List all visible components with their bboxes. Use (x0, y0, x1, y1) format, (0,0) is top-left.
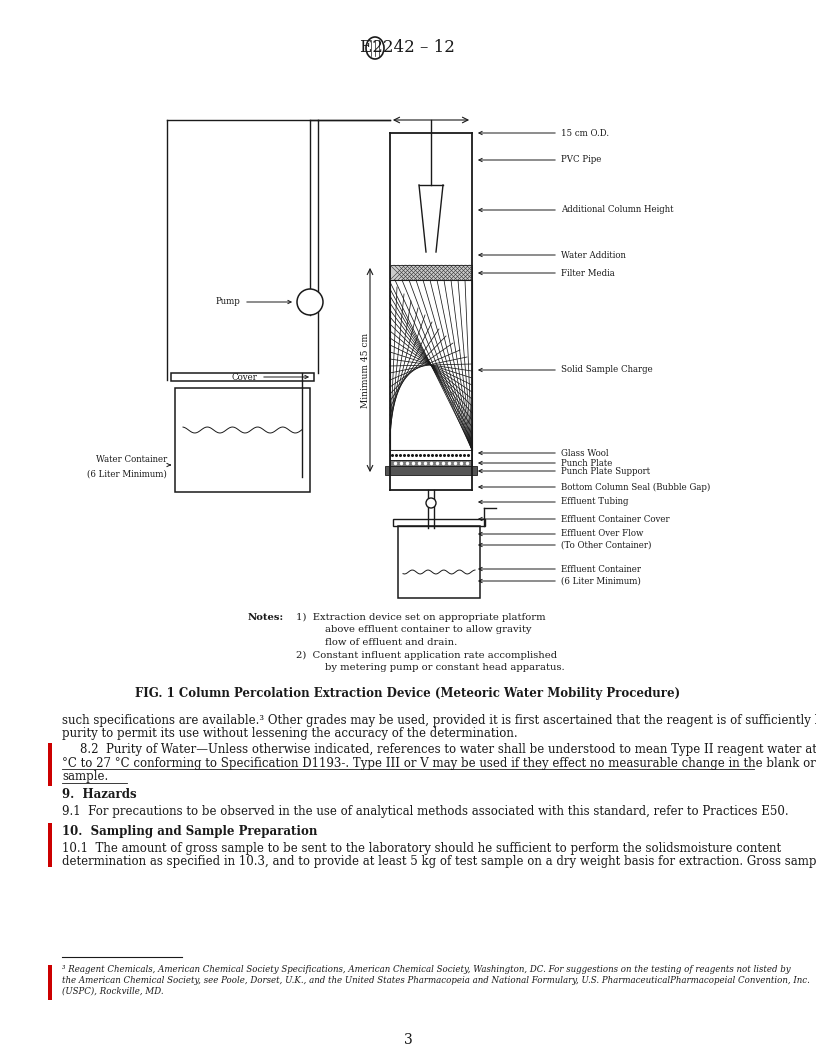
Text: by metering pump or constant head apparatus.: by metering pump or constant head appara… (325, 663, 565, 672)
Text: E2242 – 12: E2242 – 12 (360, 39, 455, 57)
Bar (175, 388, 310, 492)
Text: ³ Reagent Chemicals, American Chemical Society Specifications, American Chemical: ³ Reagent Chemicals, American Chemical S… (62, 965, 791, 974)
Text: purity to permit its use without lessening the accuracy of the determination.: purity to permit its use without lesseni… (62, 728, 517, 740)
Text: (USPC), Rockville, MD.: (USPC), Rockville, MD. (62, 987, 164, 996)
Text: Effluent Tubing: Effluent Tubing (561, 497, 628, 507)
Text: Bottom Column Seal (Bubble Gap): Bottom Column Seal (Bubble Gap) (561, 483, 711, 491)
Text: Effluent Container Cover: Effluent Container Cover (561, 514, 670, 524)
Text: Punch Plate: Punch Plate (561, 458, 612, 468)
Bar (390, 450, 472, 460)
Text: (6 Liter Minimum): (6 Liter Minimum) (87, 470, 167, 478)
Text: (6 Liter Minimum): (6 Liter Minimum) (561, 577, 641, 585)
Text: Cover: Cover (231, 373, 257, 381)
Bar (398, 526, 480, 598)
Bar (385, 466, 477, 475)
Text: above effluent container to allow gravity: above effluent container to allow gravit… (325, 625, 531, 635)
Text: Notes:: Notes: (248, 612, 284, 622)
Text: determination as specified in 10.3, and to provide at least 5 kg of test sample : determination as specified in 10.3, and … (62, 855, 816, 868)
Text: °C to 27 °C conforming to Specification D1193-. Type III or V may be used if the: °C to 27 °C conforming to Specification … (62, 756, 816, 770)
Text: Solid Sample Charge: Solid Sample Charge (561, 365, 653, 375)
Text: 10.1  The amount of gross sample to be sent to the laboratory should he sufficie: 10.1 The amount of gross sample to be se… (62, 842, 781, 855)
Text: the American Chemical Society, see Poole, Dorset, U.K., and the United States Ph: the American Chemical Society, see Poole… (62, 976, 809, 985)
Text: such specifications are available.³ Other grades may be used, provided it is fir: such specifications are available.³ Othe… (62, 714, 816, 727)
Circle shape (297, 289, 323, 315)
Text: Effluent Over Flow: Effluent Over Flow (561, 529, 643, 539)
Bar (48, 965, 52, 1000)
Bar (393, 518, 485, 526)
Bar (48, 823, 52, 867)
Text: Minimum 45 cm: Minimum 45 cm (361, 333, 370, 408)
Circle shape (426, 498, 436, 508)
Text: 3: 3 (404, 1033, 412, 1046)
Bar (390, 280, 472, 450)
Text: sample.: sample. (62, 770, 109, 782)
Text: Filter Media: Filter Media (561, 268, 614, 278)
Text: 10.  Sampling and Sample Preparation: 10. Sampling and Sample Preparation (62, 825, 317, 837)
Bar (171, 373, 314, 381)
Text: Glass Wool: Glass Wool (561, 449, 609, 457)
Text: flow of effluent and drain.: flow of effluent and drain. (325, 638, 457, 647)
Text: Water Addition: Water Addition (561, 250, 626, 260)
Text: Pump: Pump (215, 298, 240, 306)
Text: (To Other Container): (To Other Container) (561, 541, 651, 549)
Bar (390, 460, 472, 466)
Text: Effluent Container: Effluent Container (561, 565, 641, 573)
Text: 8.2  Purity of Water—Unless otherwise indicated, references to water shall be un: 8.2 Purity of Water—Unless otherwise ind… (80, 743, 816, 756)
Text: Water Container: Water Container (95, 455, 167, 465)
Text: Additional Column Height: Additional Column Height (561, 206, 673, 214)
Text: 9.1  For precautions to be observed in the use of analytical methods associated : 9.1 For precautions to be observed in th… (62, 805, 788, 818)
Text: 2)  Constant influent application rate accomplished: 2) Constant influent application rate ac… (296, 650, 557, 660)
Bar (390, 265, 472, 280)
Text: Punch Plate Support: Punch Plate Support (561, 467, 650, 475)
Text: 15 cm O.D.: 15 cm O.D. (561, 129, 609, 137)
Text: FIG. 1 Column Percolation Extraction Device (Meteoric Water Mobility Procedure): FIG. 1 Column Percolation Extraction Dev… (135, 687, 681, 700)
Text: 1)  Extraction device set on appropriate platform: 1) Extraction device set on appropriate … (296, 612, 546, 622)
Text: PVC Pipe: PVC Pipe (561, 155, 601, 165)
Text: 9.  Hazards: 9. Hazards (62, 788, 136, 800)
Bar (48, 743, 52, 786)
